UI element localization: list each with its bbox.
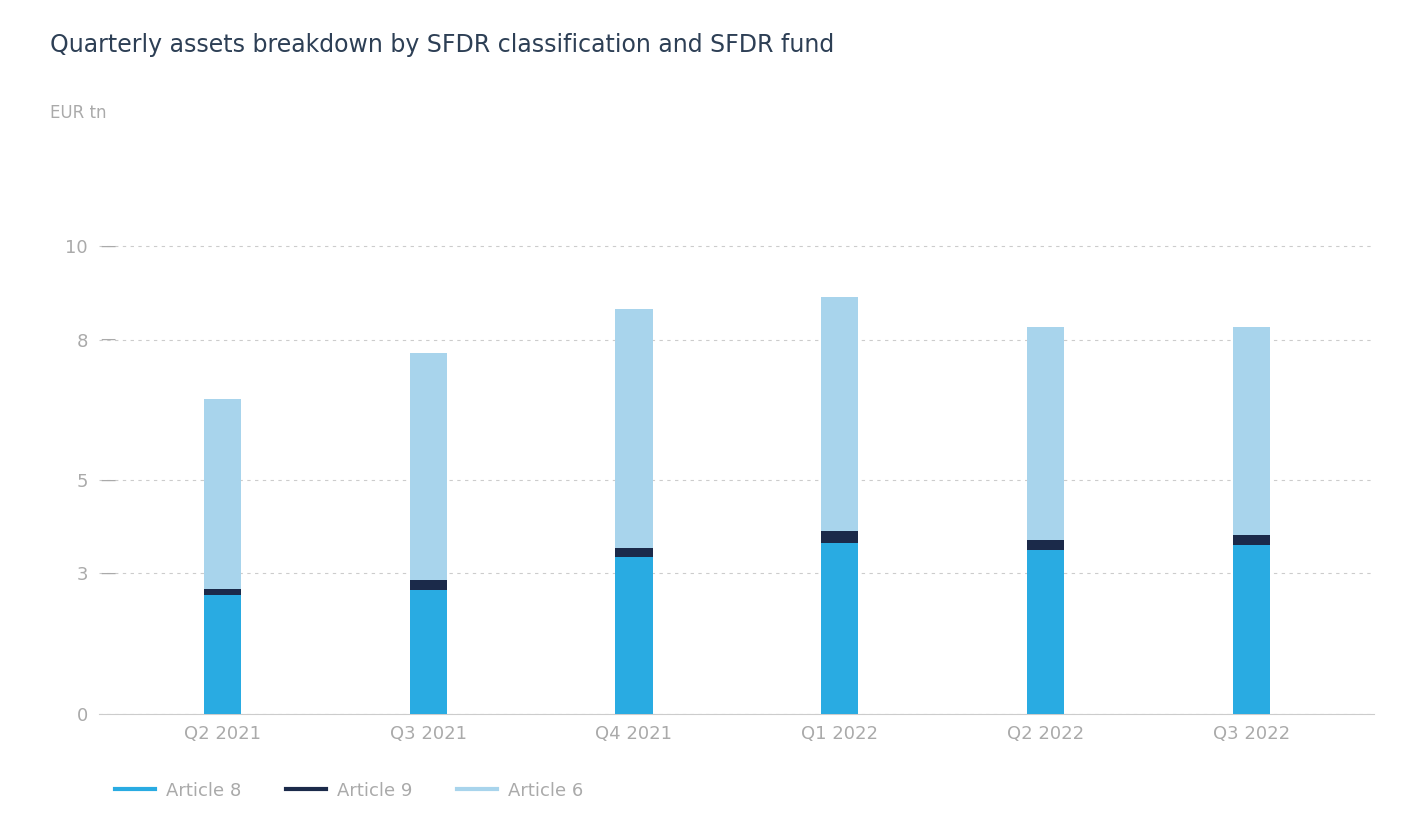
Bar [822, 543, 859, 714]
Bar [822, 297, 859, 531]
Bar [1233, 545, 1270, 714]
Text: —: — [101, 472, 116, 487]
Bar [1027, 550, 1064, 714]
Bar [204, 399, 241, 589]
Legend: Article 8, Article 9, Article 6: Article 8, Article 9, Article 6 [108, 775, 591, 808]
Text: Quarterly assets breakdown by SFDR classification and SFDR fund: Quarterly assets breakdown by SFDR class… [50, 33, 833, 57]
Bar [615, 557, 652, 714]
Text: —: — [101, 332, 116, 347]
Text: —: — [101, 238, 116, 253]
Bar [410, 579, 446, 590]
Bar [615, 548, 652, 557]
Text: —: — [101, 566, 116, 581]
Bar [410, 590, 446, 714]
Bar [1233, 327, 1270, 535]
Bar [822, 531, 859, 543]
Bar [1027, 327, 1064, 540]
Bar [1027, 540, 1064, 550]
Bar [410, 353, 446, 579]
Bar [615, 309, 652, 548]
Text: EUR tn: EUR tn [50, 104, 106, 122]
Bar [1233, 535, 1270, 545]
Bar [204, 594, 241, 714]
Bar [204, 589, 241, 594]
